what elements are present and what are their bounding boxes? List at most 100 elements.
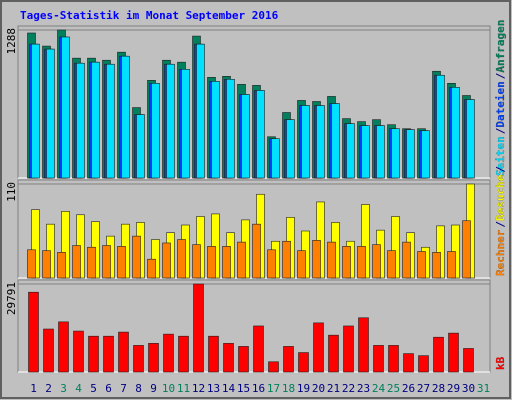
- bar: [42, 250, 51, 279]
- bar: [178, 335, 189, 373]
- x-tick-label: 12: [192, 382, 205, 395]
- x-tick-label: 8: [135, 382, 142, 395]
- legend-entry: kB: [494, 356, 507, 370]
- legend: Seiten/Dateien/Anfragen: [494, 20, 507, 176]
- x-tick-label: 25: [387, 382, 400, 395]
- x-tick-label: 3: [60, 382, 67, 395]
- bar: [391, 128, 400, 179]
- x-tick-label: 14: [222, 382, 236, 395]
- x-tick-label: 17: [267, 382, 280, 395]
- bar: [76, 62, 85, 179]
- bar: [102, 245, 111, 279]
- bar: [31, 43, 40, 179]
- bar: [61, 36, 70, 179]
- x-tick-label: 2: [45, 382, 52, 395]
- x-tick-label: 27: [417, 382, 430, 395]
- bar: [207, 246, 216, 279]
- legend-entry: Anfragen: [494, 20, 507, 73]
- bar: [316, 105, 325, 179]
- bar: [196, 43, 205, 179]
- bar: [57, 252, 66, 279]
- x-tick-label: 30: [462, 382, 475, 395]
- bar: [447, 251, 456, 279]
- legend-entry: Rechner: [494, 229, 507, 276]
- x-tick-label: 7: [120, 382, 127, 395]
- bar: [253, 325, 264, 373]
- x-tick-label: 22: [342, 382, 355, 395]
- bar: [343, 325, 354, 373]
- bar: [436, 74, 445, 179]
- x-tick-label: 13: [207, 382, 220, 395]
- bar: [222, 246, 231, 279]
- bar: [403, 353, 414, 373]
- bar: [376, 125, 385, 179]
- bar: [148, 343, 159, 373]
- legend-entry: Dateien: [494, 81, 507, 127]
- bar: [267, 249, 276, 279]
- x-tick-label: 9: [150, 382, 157, 395]
- bar: [346, 123, 355, 179]
- bar: [421, 130, 430, 179]
- bar: [118, 331, 129, 373]
- x-tick-label: 21: [327, 382, 340, 395]
- y-tick-label: 29791: [5, 282, 18, 315]
- bar: [238, 346, 249, 373]
- bar: [72, 245, 81, 279]
- bar: [373, 345, 384, 373]
- bar: [27, 249, 36, 279]
- bar: [87, 246, 96, 279]
- x-tick-label: 6: [105, 382, 112, 395]
- legend-entry: Seiten: [494, 136, 507, 176]
- legend-entry: Besuche: [494, 174, 507, 221]
- bar: [103, 335, 114, 373]
- bar: [241, 94, 250, 179]
- x-tick-label: 20: [312, 382, 325, 395]
- bar: [342, 246, 351, 279]
- bar: [46, 48, 55, 179]
- bar: [28, 291, 39, 373]
- y-tick-label: 110: [5, 182, 18, 202]
- bar: [121, 55, 130, 179]
- legend-separator: /: [494, 127, 507, 134]
- bar: [432, 252, 441, 279]
- x-tick-label: 11: [177, 382, 190, 395]
- bar: [252, 223, 261, 279]
- bar: [43, 328, 54, 373]
- bar: [162, 242, 171, 279]
- x-tick-label: 19: [297, 382, 310, 395]
- bar: [211, 81, 220, 179]
- bar: [237, 241, 246, 279]
- x-tick-label: 18: [282, 382, 295, 395]
- bar: [177, 239, 186, 279]
- bar: [133, 345, 144, 373]
- legend-separator: /: [494, 166, 507, 173]
- bar: [226, 78, 235, 179]
- bar: [91, 61, 100, 179]
- bar: [286, 119, 295, 179]
- bar: [147, 258, 156, 279]
- bar: [132, 235, 141, 279]
- bar: [117, 246, 126, 279]
- x-tick-label: 29: [447, 382, 460, 395]
- bar: [298, 352, 309, 373]
- bar: [448, 332, 459, 373]
- bar: [193, 283, 204, 373]
- bar: [327, 241, 336, 279]
- bar: [223, 343, 234, 373]
- bar: [406, 129, 415, 179]
- bar: [256, 90, 265, 179]
- bar: [166, 63, 175, 179]
- x-tick-label: 10: [162, 382, 175, 395]
- x-tick-label: 1: [30, 382, 37, 395]
- bar: [88, 335, 99, 373]
- bar: [163, 333, 174, 373]
- bar: [417, 251, 426, 279]
- legend-separator: /: [494, 221, 507, 228]
- bar: [433, 336, 444, 373]
- bar: [466, 99, 475, 179]
- bar: [301, 105, 310, 179]
- legend: kB: [494, 356, 507, 370]
- bar: [418, 355, 429, 373]
